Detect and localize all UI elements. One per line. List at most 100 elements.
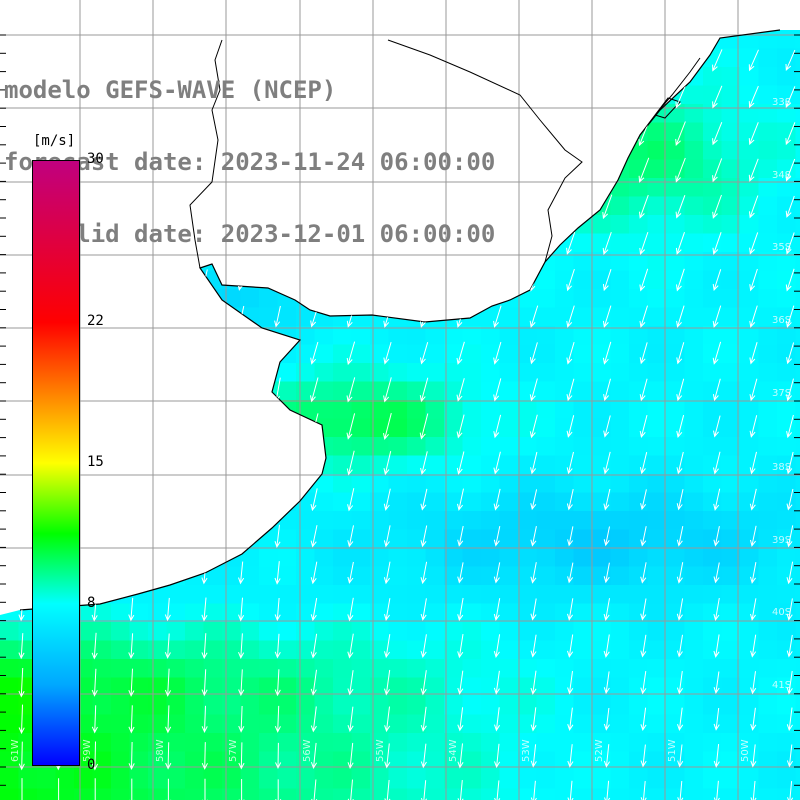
wind-arrow (457, 525, 464, 547)
wind-cell (740, 48, 760, 68)
wind-cell (573, 511, 593, 531)
wind-cell (240, 326, 260, 346)
wind-cell (758, 159, 778, 179)
wind-cell (111, 400, 131, 420)
wind-cell (592, 270, 612, 290)
wind-arrow (456, 341, 465, 365)
wind-arrow (275, 779, 282, 800)
wind-arrow (566, 451, 574, 475)
wind-cell (333, 751, 353, 771)
wind-cell (573, 677, 593, 697)
wind-cell (666, 141, 686, 161)
wind-cell (407, 344, 427, 364)
wind-cell (314, 418, 334, 438)
wind-arrow (456, 451, 465, 475)
wind-cell (129, 400, 149, 420)
wind-cell (0, 714, 20, 734)
wind-cell (444, 677, 464, 697)
wind-cell (333, 270, 353, 290)
wind-cell (721, 85, 741, 105)
wind-cell (666, 696, 686, 716)
wind-cell (703, 751, 723, 771)
wind-cell (0, 603, 20, 623)
wind-arrow (273, 413, 281, 440)
wind-cell (444, 455, 464, 475)
wind-cell (277, 307, 297, 327)
wind-cell (314, 659, 334, 679)
wind-arrow (750, 598, 757, 621)
wind-arrow (164, 414, 171, 439)
wind-cell (499, 400, 519, 420)
wind-arrow (420, 706, 427, 732)
wind-arrow (529, 305, 539, 328)
wind-cell (666, 603, 686, 623)
colorbar-tick-30: 30 (87, 151, 104, 167)
wind-cell (666, 363, 686, 383)
wind-cell (777, 418, 797, 438)
wind-cell (758, 492, 778, 512)
wind-cell (610, 566, 630, 586)
wind-cell (129, 511, 149, 531)
longitude-label: 58W (155, 739, 166, 762)
wind-cell (573, 141, 593, 161)
wind-cell (240, 344, 260, 364)
wind-cell (666, 714, 686, 734)
wind-cell (629, 418, 649, 438)
wind-cell (795, 122, 800, 142)
wind-cell (351, 603, 371, 623)
wind-cell (388, 326, 408, 346)
wind-arrow (676, 414, 685, 439)
wind-cell (259, 511, 279, 531)
wind-cell (240, 492, 260, 512)
wind-cell (92, 418, 112, 438)
wind-arrow (785, 195, 795, 218)
wind-arrow (420, 342, 429, 365)
wind-cell (259, 640, 279, 660)
wind-arrow (786, 598, 793, 621)
wind-cell (185, 511, 205, 531)
wind-cell (536, 622, 556, 642)
wind-arrow (712, 341, 722, 365)
wind-cell (388, 603, 408, 623)
wind-arrow (55, 778, 62, 800)
wind-cell (185, 363, 205, 383)
wind-cell (222, 548, 242, 568)
wind-cell (314, 289, 334, 309)
wind-cell (666, 122, 686, 142)
wind-arrow (750, 525, 757, 547)
wind-cell (444, 270, 464, 290)
wind-cell (740, 529, 760, 549)
wind-cell (592, 548, 612, 568)
wind-cell (666, 270, 686, 290)
wind-cell (481, 622, 501, 642)
wind-cell (333, 585, 353, 605)
wind-cell (647, 381, 667, 401)
wind-cell (795, 400, 800, 420)
wind-cell (647, 455, 667, 475)
wind-arrow (238, 742, 245, 770)
wind-cell (777, 474, 797, 494)
wind-cell (425, 381, 445, 401)
wind-arrow (17, 378, 25, 402)
wind-arrow (529, 195, 539, 219)
wind-cell (425, 363, 445, 383)
wind-cell (129, 714, 149, 734)
wind-cell (296, 289, 316, 309)
wind-arrow (128, 741, 135, 770)
wind-cell (610, 640, 630, 660)
wind-cell (92, 270, 112, 290)
longitude-label: 61W (10, 739, 21, 762)
wind-cell (777, 48, 797, 68)
wind-cell (148, 418, 168, 438)
wind-cell (499, 159, 519, 179)
wind-cell (333, 659, 353, 679)
wind-cell (795, 696, 800, 716)
wind-cell (222, 714, 242, 734)
wind-cell (148, 603, 168, 623)
wind-cell (185, 640, 205, 660)
wind-cell (740, 307, 760, 327)
wind-cell (277, 363, 297, 383)
wind-cell (111, 622, 131, 642)
wind-arrow (530, 562, 537, 584)
wind-cell (536, 492, 556, 512)
